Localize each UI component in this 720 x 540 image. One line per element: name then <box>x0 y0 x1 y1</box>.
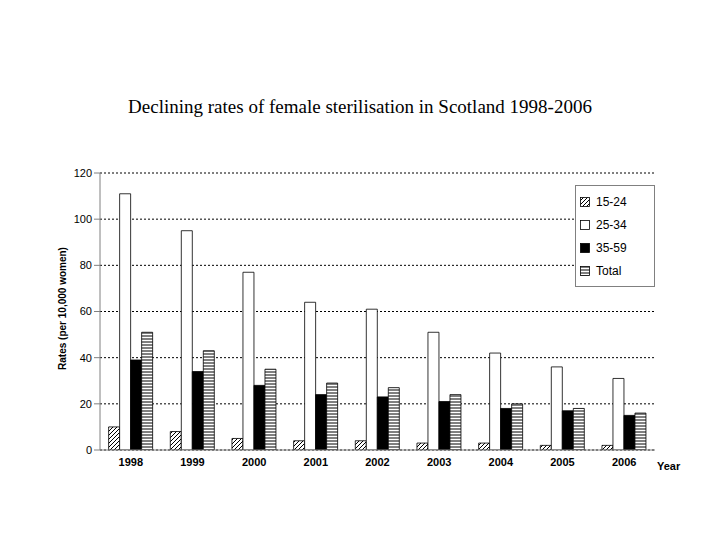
svg-text:2000: 2000 <box>242 456 266 468</box>
svg-text:2005: 2005 <box>550 456 574 468</box>
svg-text:1999: 1999 <box>180 456 204 468</box>
html-text:Year: Year <box>657 460 681 472</box>
svg-text:20: 20 <box>80 398 92 410</box>
svg-text:60: 60 <box>80 305 92 317</box>
svg-text:1998: 1998 <box>119 456 143 468</box>
html-text:Total: Total <box>596 263 622 278</box>
svg-text:2002: 2002 <box>365 456 389 468</box>
html-text:35-59: 35-59 <box>596 240 627 255</box>
html-text:Declining rates of female ster: Declining rates of female sterilisation … <box>128 96 592 117</box>
svg-text:2001: 2001 <box>304 456 328 468</box>
svg-text:120: 120 <box>74 167 92 179</box>
html-text:25-34: 25-34 <box>596 217 627 232</box>
svg-text:0: 0 <box>86 444 92 456</box>
svg-text:40: 40 <box>80 352 92 364</box>
html-text:Rates (per 10,000 women): Rates (per 10,000 women) <box>56 247 68 370</box>
svg-text:2003: 2003 <box>427 456 451 468</box>
svg-text:2004: 2004 <box>489 456 514 468</box>
svg-text:80: 80 <box>80 259 92 271</box>
html-text:15-24: 15-24 <box>596 194 627 209</box>
svg-text:2006: 2006 <box>612 456 636 468</box>
svg-text:100: 100 <box>74 213 92 225</box>
